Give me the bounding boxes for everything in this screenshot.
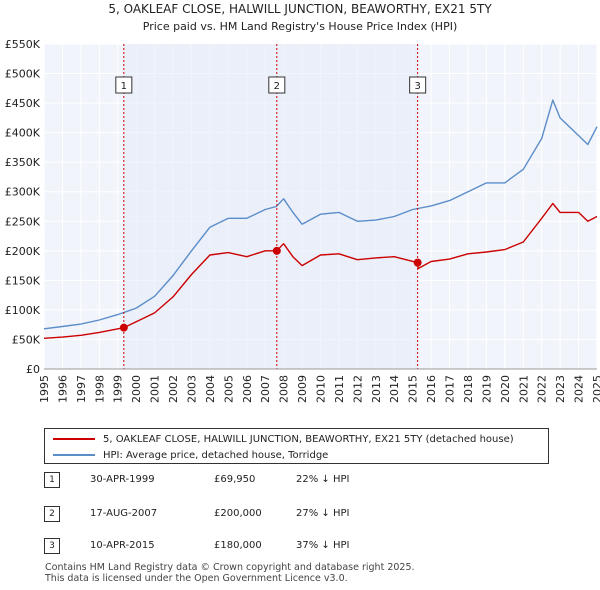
x-tick-label: 2012 [351, 375, 364, 403]
x-tick-label: 2001 [149, 375, 162, 403]
x-tick-label: 2010 [315, 375, 328, 403]
sale-hpi-diff: 37% ↓ HPI [296, 540, 350, 551]
x-tick-label: 2002 [167, 375, 180, 403]
x-tick-label: 2022 [536, 375, 549, 403]
y-tick-label: £400K [5, 127, 41, 140]
y-tick-label: £50K [12, 333, 41, 346]
x-tick-label: 2003 [185, 375, 198, 403]
x-tick-label: 2004 [204, 375, 217, 403]
x-tick-label: 1997 [75, 375, 88, 403]
y-tick-label: £100K [5, 304, 41, 317]
sale-marker-box [115, 76, 133, 94]
y-tick-label: £200K [5, 245, 41, 258]
y-tick-label: £350K [5, 156, 41, 169]
legend-swatch-property [53, 438, 95, 440]
sale-hpi-diff: 22% ↓ HPI [296, 474, 350, 485]
sale-price: £69,950 [214, 474, 256, 485]
x-tick-label: 2000 [130, 375, 143, 403]
x-tick-label: 2006 [241, 375, 254, 403]
sale-hpi-diff: 27% ↓ HPI [296, 508, 350, 519]
sale-date: 30-APR-1999 [90, 474, 155, 485]
sale-price: £180,000 [214, 540, 262, 551]
sale-point [119, 323, 128, 332]
sale-number-badge: 1 [44, 472, 60, 488]
sale-marker-label: 3 [414, 81, 420, 92]
y-tick-label: £500K [5, 68, 41, 81]
sale-marker-label: 2 [274, 81, 280, 92]
legend-label-hpi: HPI: Average price, detached house, Torr… [103, 449, 329, 461]
legend-item-hpi: HPI: Average price, detached house, Torr… [53, 447, 328, 463]
x-tick-label: 2015 [407, 375, 420, 403]
sale-marker-box [409, 76, 427, 94]
x-tick-label: 1996 [56, 375, 69, 403]
y-tick-label: £150K [5, 274, 41, 287]
x-tick-label: 2005 [222, 375, 235, 403]
sale-price: £200,000 [214, 508, 262, 519]
chart-subtitle: Price paid vs. HM Land Registry's House … [143, 20, 458, 33]
x-tick-label: 2025 [591, 375, 600, 403]
legend-label-property: 5, OAKLEAF CLOSE, HALWILL JUNCTION, BEAW… [103, 433, 514, 445]
y-tick-label: £300K [5, 186, 41, 199]
chart-title: 5, OAKLEAF CLOSE, HALWILL JUNCTION, BEAW… [108, 2, 492, 16]
y-tick-label: £450K [5, 97, 41, 110]
sale-date: 17-AUG-2007 [90, 508, 158, 519]
footer-attribution: Contains HM Land Registry data © Crown c… [45, 562, 415, 584]
x-tick-label: 1995 [38, 375, 51, 403]
x-tick-label: 2018 [462, 375, 475, 403]
property-price-line [43, 202, 598, 339]
sale-number-badge: 2 [44, 506, 60, 522]
price-chart: 5, OAKLEAF CLOSE, HALWILL JUNCTION, BEAW… [5, 2, 600, 403]
x-tick-label: 2008 [278, 375, 291, 403]
y-tick-label: £550K [5, 38, 41, 51]
x-tick-label: 2020 [499, 375, 512, 403]
sale-period-shade [123, 44, 277, 369]
sale-row-3: 3 10-APR-2015 £180,000 37% ↓ HPI [44, 538, 564, 558]
sale-date: 10-APR-2015 [90, 540, 155, 551]
x-tick-label: 2019 [480, 375, 493, 403]
legend-swatch-hpi [53, 454, 95, 456]
footer-line-copyright: Contains HM Land Registry data © Crown c… [45, 562, 415, 573]
sale-row-2: 2 17-AUG-2007 £200,000 27% ↓ HPI [44, 506, 564, 526]
x-tick-label: 2009 [296, 375, 309, 403]
sale-marker-box [268, 76, 286, 94]
x-tick-label: 1999 [112, 375, 125, 403]
x-tick-label: 2013 [370, 375, 383, 403]
x-tick-label: 2017 [444, 375, 457, 403]
y-tick-label: £0 [26, 363, 40, 376]
sale-point [413, 258, 422, 267]
legend-item-property: 5, OAKLEAF CLOSE, HALWILL JUNCTION, BEAW… [53, 431, 514, 447]
x-tick-label: 2023 [554, 375, 567, 403]
x-tick-label: 2014 [388, 375, 401, 403]
sale-point [272, 246, 281, 255]
x-tick-label: 2024 [573, 375, 586, 403]
y-tick-label: £250K [5, 215, 41, 228]
sale-marker-label: 1 [121, 81, 127, 92]
legend: 5, OAKLEAF CLOSE, HALWILL JUNCTION, BEAW… [44, 428, 549, 464]
footer-line-license: This data is licensed under the Open Gov… [45, 573, 348, 584]
sale-period-shade [276, 44, 418, 369]
x-tick-label: 2011 [333, 375, 346, 403]
x-tick-label: 2021 [517, 375, 530, 403]
x-tick-label: 1998 [93, 375, 106, 403]
x-tick-label: 2016 [425, 375, 438, 403]
x-tick-label: 2007 [259, 375, 272, 403]
hpi-line [43, 99, 598, 330]
sale-number-badge: 3 [44, 538, 60, 554]
sale-row-1: 1 30-APR-1999 £69,950 22% ↓ HPI [44, 472, 564, 492]
